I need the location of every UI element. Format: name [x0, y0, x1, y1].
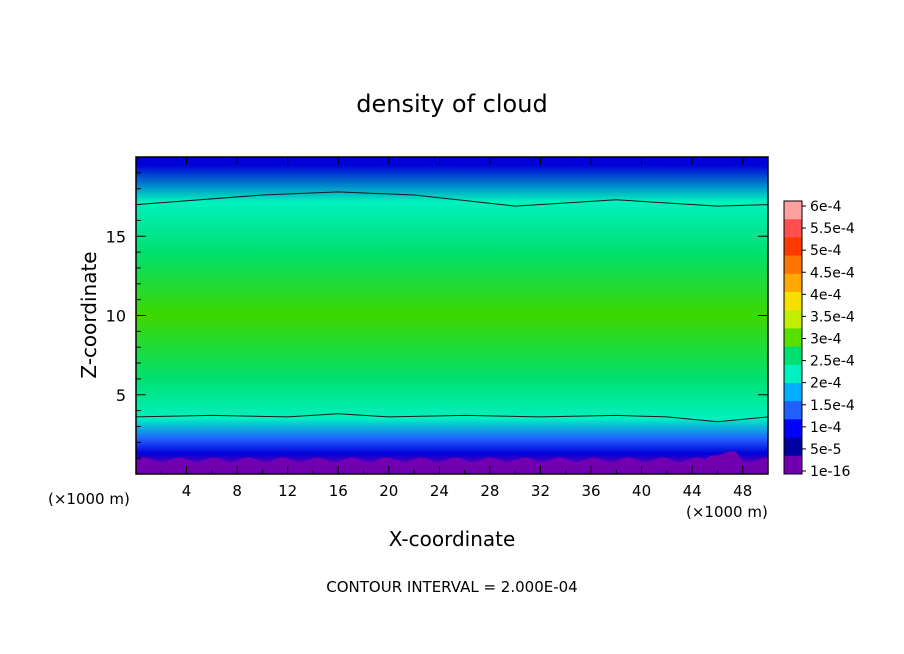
y-tick-label: 15 [106, 227, 126, 246]
colorbar-label: 4.5e-4 [810, 265, 855, 281]
ground-band [136, 451, 768, 474]
colorbar-label: 2e-4 [810, 376, 842, 392]
colorbar-label: 6e-4 [810, 199, 842, 215]
x-tick-label: 20 [379, 482, 398, 500]
x-tick-label: 4 [182, 482, 192, 500]
colorbar-swatch [784, 273, 802, 293]
colorbar-label: 4e-4 [810, 287, 842, 303]
colorbar-swatch [784, 237, 802, 257]
x-tick-label: 12 [278, 482, 297, 500]
x-tick-label: 8 [232, 482, 242, 500]
colorbar: 6e-4 5.5e-4 5e-4 4.5e-4 4e-4 3.5e-4 3e-4 2.5e-4… [783, 199, 855, 480]
colorbar-swatch [784, 437, 802, 457]
colorbar-swatch [784, 383, 802, 402]
colorbar-swatch [784, 201, 802, 220]
colorbar-swatch [784, 401, 802, 420]
x-tick-label: 16 [329, 482, 348, 500]
colorbar-swatch [784, 419, 802, 439]
contour-line-1 [135, 191, 769, 207]
contour-interval-note: CONTOUR INTERVAL = 2.000E-04 [326, 578, 577, 596]
y-tick-label: 5 [116, 386, 126, 405]
y-axis-label: Z-coordinate [77, 251, 101, 378]
x-tick-label: 28 [480, 482, 499, 500]
colorbar-swatch [784, 328, 802, 348]
y-axis: 5 10 15 [106, 172, 768, 459]
colorbar-frame [783, 200, 803, 475]
x-axis-label: X-coordinate [389, 527, 516, 551]
x-tick-label: 36 [581, 482, 600, 500]
colorbar-swatch [784, 346, 802, 366]
colorbar-swatch [784, 292, 802, 311]
colorbar-swatch [784, 255, 802, 275]
colorbar-label: 5e-5 [810, 442, 841, 458]
colorbar-label: 2.5e-4 [810, 354, 855, 370]
x-tick-label: 24 [430, 482, 449, 500]
density-field [136, 157, 768, 474]
contour-lines [135, 191, 769, 423]
y-tick-label: 10 [106, 307, 126, 326]
colorbar-swatch [784, 310, 802, 329]
chart-title: density of cloud [356, 90, 547, 118]
x-tick-label: 32 [531, 482, 550, 500]
x-tick-label: 48 [733, 482, 752, 500]
colorbar-label: 1e-16 [810, 464, 850, 480]
x-axis: 4 8 12 16 20 24 28 32 36 40 44 48 [160, 157, 752, 500]
x-tick-label: 40 [632, 482, 651, 500]
x-unit-label: (×1000 m) [686, 503, 768, 521]
colorbar-swatch [784, 455, 802, 475]
colorbar-label: 1.5e-4 [810, 398, 855, 414]
colorbar-label: 3.5e-4 [810, 309, 855, 325]
x-tick-label: 44 [683, 482, 702, 500]
colorbar-label: 1e-4 [810, 420, 842, 436]
colorbar-label: 5e-4 [810, 243, 842, 259]
colorbar-label: 3e-4 [810, 332, 842, 348]
colorbar-label: 5.5e-4 [810, 221, 855, 237]
y-unit-label: (×1000 m) [48, 490, 130, 508]
colorbar-swatch [784, 219, 802, 238]
colorbar-swatch [784, 364, 802, 384]
contour-line-2 [135, 413, 769, 423]
